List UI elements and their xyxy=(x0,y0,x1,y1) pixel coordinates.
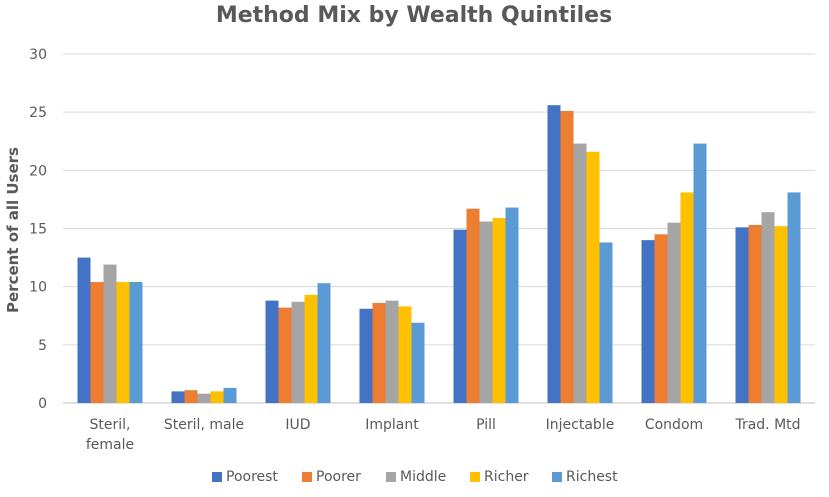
legend-item-middle: Middle xyxy=(386,469,446,485)
bar-poorest-3 xyxy=(359,308,373,403)
bar-richer-3 xyxy=(398,306,412,403)
bar-poorer-6 xyxy=(654,234,668,403)
y-tick-label: 5 xyxy=(38,338,47,354)
bar-middle-7 xyxy=(761,212,775,403)
x-tick-label: Steril, female xyxy=(86,417,134,453)
legend-label: Richer xyxy=(484,469,529,485)
bar-middle-1 xyxy=(197,393,211,403)
x-tick-label: Steril, male xyxy=(164,417,244,433)
y-tick-label: 20 xyxy=(29,163,47,179)
bar-richest-3 xyxy=(411,322,425,403)
x-tick-label: Pill xyxy=(476,417,496,433)
x-tick-label: Implant xyxy=(365,417,419,433)
legend: Poorest Poorer Middle Richer Richest xyxy=(212,469,618,485)
y-tick-label: 10 xyxy=(29,280,47,296)
chart-title: Method Mix by Wealth Quintiles xyxy=(216,3,612,28)
bar-poorer-5 xyxy=(560,111,574,404)
bar-richer-2 xyxy=(304,294,318,403)
bar-middle-3 xyxy=(385,300,399,403)
bar-middle-2 xyxy=(291,301,305,403)
legend-swatch xyxy=(302,472,312,482)
legend-label: Poorest xyxy=(226,469,278,485)
bar-richer-6 xyxy=(680,192,694,403)
bar-richest-1 xyxy=(223,387,237,403)
bar-poorer-0 xyxy=(90,282,104,403)
bar-poorest-1 xyxy=(171,391,185,403)
x-tick-label: IUD xyxy=(285,417,310,433)
y-axis-label: Percent of all Users xyxy=(4,147,22,313)
bar-poorest-2 xyxy=(265,300,279,403)
bar-poorest-7 xyxy=(735,227,749,403)
bar-poorest-6 xyxy=(641,240,655,403)
bar-poorer-2 xyxy=(278,307,292,403)
bar-poorest-4 xyxy=(453,229,467,403)
bar-poorer-1 xyxy=(184,390,198,403)
bar-poorer-3 xyxy=(372,302,386,403)
bar-richest-4 xyxy=(505,207,519,403)
bar-richest-5 xyxy=(599,242,613,403)
legend-item-richer: Richer xyxy=(470,469,529,485)
bar-richest-6 xyxy=(693,143,707,403)
x-tick-label: Trad. Mtd xyxy=(734,417,800,433)
legend-item-poorer: Poorer xyxy=(302,469,361,485)
bar-poorest-5 xyxy=(547,105,561,403)
y-tick-label: 30 xyxy=(29,47,47,63)
bar-richest-0 xyxy=(129,282,143,403)
y-tick-label: 15 xyxy=(29,222,47,238)
legend-label: Poorer xyxy=(316,469,361,485)
bar-poorer-4 xyxy=(466,208,480,403)
bar-poorer-7 xyxy=(748,225,762,403)
legend-swatch xyxy=(552,472,562,482)
bar-richer-7 xyxy=(774,226,788,403)
legend-item-poorest: Poorest xyxy=(212,469,278,485)
gridlines xyxy=(63,53,815,404)
legend-item-richest: Richest xyxy=(552,469,618,485)
y-tick-label: 0 xyxy=(38,396,47,412)
bar-middle-0 xyxy=(103,264,117,403)
bar-middle-4 xyxy=(479,221,493,403)
bar-richer-4 xyxy=(492,218,506,403)
bar-richer-5 xyxy=(586,151,600,403)
x-tick-labels: Steril, female Steril, male IUD Implant Pill I… xyxy=(86,417,801,453)
x-tick-label: Injectable xyxy=(546,417,615,433)
bar-middle-6 xyxy=(667,222,681,403)
bars xyxy=(77,105,801,404)
legend-swatch xyxy=(470,472,480,482)
bar-richer-0 xyxy=(116,282,130,403)
bar-poorest-0 xyxy=(77,257,91,403)
bar-middle-5 xyxy=(573,143,587,403)
legend-swatch xyxy=(386,472,396,482)
legend-label: Middle xyxy=(400,469,446,485)
bar-richest-2 xyxy=(317,283,331,403)
y-tick-label: 25 xyxy=(29,105,47,121)
legend-label: Richest xyxy=(566,469,618,485)
y-tick-labels: 0 5 10 15 20 25 30 xyxy=(29,47,47,412)
legend-swatch xyxy=(212,472,222,482)
bar-richer-1 xyxy=(210,391,224,403)
bar-richest-7 xyxy=(787,192,801,403)
x-tick-label: Condom xyxy=(645,417,703,433)
